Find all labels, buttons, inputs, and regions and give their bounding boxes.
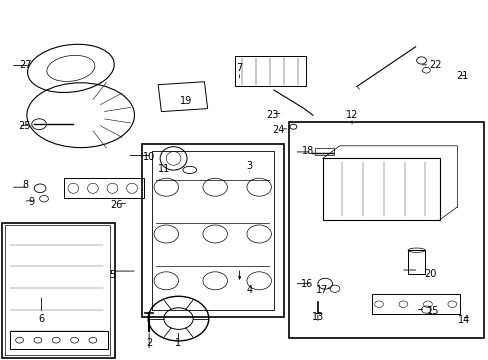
- Bar: [371, 294, 459, 314]
- Text: 15: 15: [426, 306, 438, 316]
- Bar: [407, 250, 425, 274]
- Bar: [142, 144, 283, 317]
- Text: 4: 4: [246, 285, 252, 295]
- Text: 24: 24: [272, 125, 285, 135]
- Bar: [158, 82, 207, 112]
- Text: 9: 9: [29, 197, 35, 207]
- Bar: [63, 178, 144, 198]
- Text: 1: 1: [175, 338, 181, 348]
- Text: 8: 8: [22, 180, 28, 190]
- Text: 11: 11: [157, 164, 170, 174]
- Text: 20: 20: [423, 269, 436, 279]
- Text: 5: 5: [109, 270, 115, 280]
- Bar: [2, 223, 115, 358]
- Text: 25: 25: [18, 121, 31, 131]
- Bar: [10, 331, 107, 349]
- Text: 14: 14: [457, 315, 470, 325]
- Text: 17: 17: [315, 285, 327, 295]
- Bar: [315, 148, 333, 155]
- Text: 7: 7: [236, 63, 242, 73]
- Text: 16: 16: [300, 279, 313, 289]
- Text: 13: 13: [311, 312, 324, 322]
- Bar: [288, 122, 483, 338]
- Text: 3: 3: [246, 161, 252, 171]
- Bar: [322, 158, 439, 220]
- Text: 10: 10: [142, 152, 155, 162]
- Text: 22: 22: [428, 60, 441, 70]
- Text: 12: 12: [345, 110, 358, 120]
- Text: 19: 19: [179, 96, 192, 106]
- Text: 21: 21: [455, 71, 468, 81]
- Text: 27: 27: [19, 60, 32, 70]
- Text: 2: 2: [146, 338, 152, 348]
- Bar: [234, 56, 305, 86]
- Text: 18: 18: [301, 146, 314, 156]
- Text: 26: 26: [110, 200, 122, 210]
- Text: 6: 6: [39, 314, 44, 324]
- Text: 23: 23: [266, 110, 279, 120]
